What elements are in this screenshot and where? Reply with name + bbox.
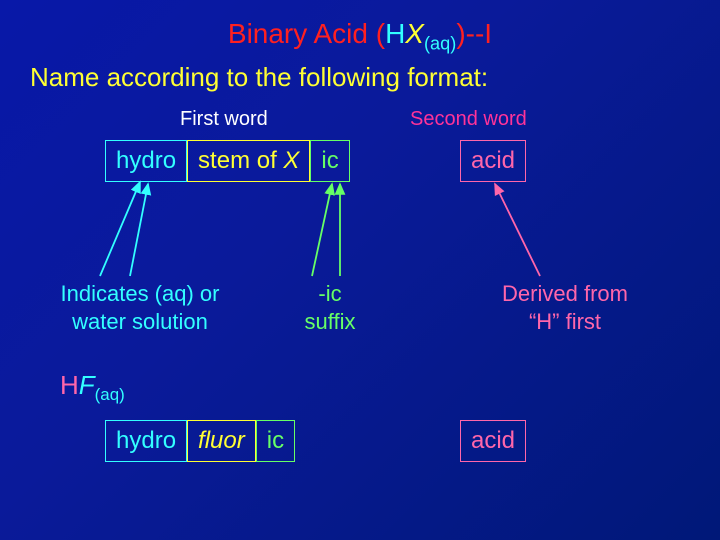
title-part-1: Binary Acid (: [228, 18, 385, 49]
arrow-ic-1: [312, 184, 332, 276]
arrow-hydro-1: [100, 182, 140, 276]
annotation-hydro: Indicates (aq) or water solution: [30, 280, 250, 335]
label-second-word: Second word: [410, 108, 527, 131]
annotation-hydro-l2: water solution: [72, 309, 208, 334]
annotation-ic-l2: suffix: [305, 309, 356, 334]
formula-H: H: [60, 370, 79, 400]
subtitle: Name according to the following format:: [30, 62, 488, 93]
format-box-group: hydro stem of X ic: [105, 140, 350, 182]
slide-title: Binary Acid (HX(aq))--I: [0, 18, 720, 55]
example-box-fluor: fluor: [187, 420, 256, 462]
example-box-ic: ic: [256, 420, 295, 462]
box-acid: acid: [460, 140, 526, 182]
box-hydro: hydro: [105, 140, 187, 182]
box-ic: ic: [310, 140, 349, 182]
label-first-word: First word: [180, 108, 268, 131]
title-part-X: X: [405, 18, 424, 49]
title-part-aq: (aq): [424, 34, 456, 54]
example-box-hydro: hydro: [105, 420, 187, 462]
title-part-end: )--I: [456, 18, 492, 49]
box-stem-x: X: [283, 147, 299, 174]
formula-F: F: [79, 370, 95, 400]
annotation-hydro-l1: Indicates (aq) or: [61, 281, 220, 306]
box-stem-text: stem of: [198, 147, 283, 174]
example-box-group: hydro fluor ic: [105, 420, 295, 462]
annotation-ic: -ic suffix: [280, 280, 380, 335]
formula-aq: (aq): [95, 385, 125, 404]
annotation-ic-l1: -ic: [318, 281, 341, 306]
title-part-H: H: [385, 18, 405, 49]
annotation-acid-l1: Derived from: [502, 281, 628, 306]
box-stem: stem of X: [187, 140, 310, 182]
arrow-acid: [495, 184, 540, 276]
arrow-hydro-2: [130, 184, 148, 276]
annotation-acid-l2: “H” first: [529, 309, 601, 334]
example-formula: HF(aq): [60, 370, 125, 405]
example-box-acid: acid: [460, 420, 526, 462]
annotation-acid: Derived from “H” first: [470, 280, 660, 335]
